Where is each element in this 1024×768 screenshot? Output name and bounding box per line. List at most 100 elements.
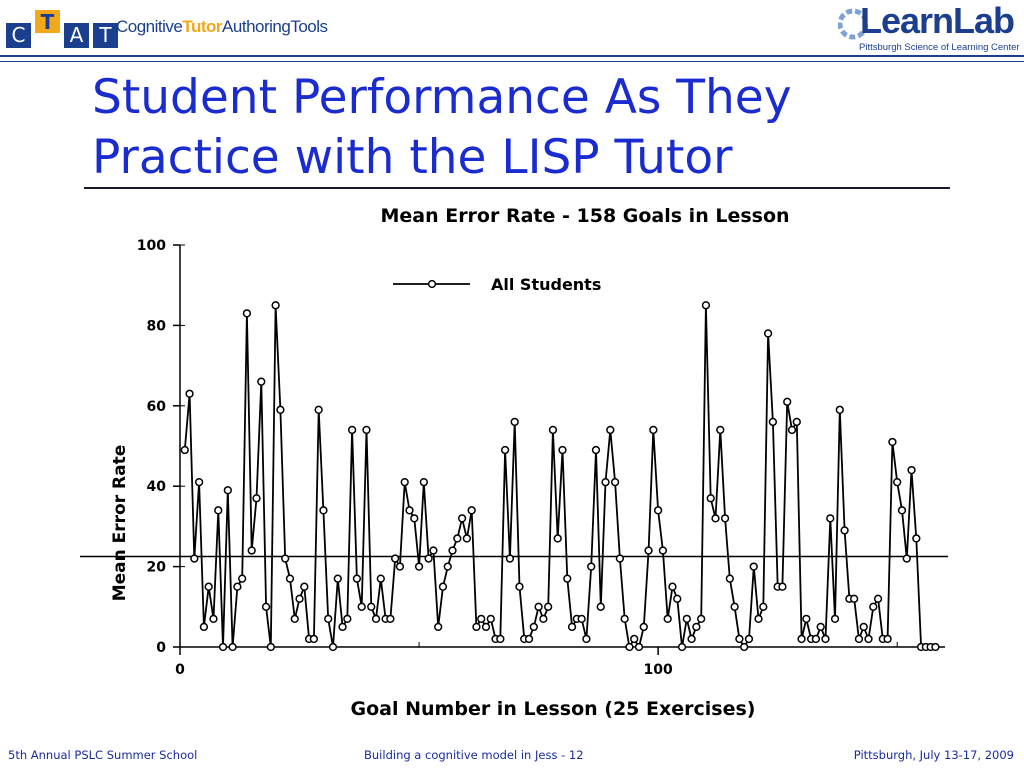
error-rate-chart: Mean Error Rate - 158 Goals in Lesson Me…: [80, 205, 948, 720]
data-point: [429, 546, 438, 555]
data-point: [453, 534, 462, 543]
data-point: [850, 594, 859, 603]
data-point: [419, 478, 428, 487]
data-point: [625, 642, 634, 652]
data-point: [802, 614, 811, 624]
data-point: [266, 642, 275, 652]
ctat-suite-part: Cognitive: [116, 17, 183, 36]
data-point: [400, 478, 409, 487]
data-point: [816, 622, 825, 632]
data-point: [548, 425, 558, 435]
data-point: [706, 494, 715, 503]
data-point: [869, 602, 878, 611]
data-point: [414, 562, 424, 571]
ctat-suite-part: AuthoringTools: [222, 17, 328, 36]
data-point: [314, 405, 323, 414]
header-divider: [0, 55, 1024, 62]
data-point: [888, 437, 897, 447]
data-point: [644, 546, 653, 555]
data-point: [668, 582, 677, 591]
data-point: [209, 614, 218, 624]
footer-slide-label: Building a cognitive model in Jess - 12: [364, 748, 584, 762]
data-point: [754, 614, 763, 624]
data-point: [309, 634, 319, 644]
data-point: [391, 554, 400, 563]
data-point: [634, 642, 644, 652]
data-point: [792, 417, 801, 427]
data-point: [343, 614, 352, 624]
data-point: [701, 301, 711, 310]
data-point: [563, 574, 572, 583]
series-layer: [180, 301, 940, 652]
data-point: [539, 614, 548, 624]
data-point: [505, 554, 515, 563]
data-point: [931, 642, 940, 652]
data-point: [371, 614, 381, 624]
data-point: [907, 465, 916, 475]
data-point: [333, 574, 342, 583]
data-point: [405, 506, 414, 515]
learnlab-wordmark: LearnLab: [860, 0, 1015, 41]
data-point: [515, 582, 524, 591]
data-point: [180, 445, 189, 455]
data-point: [362, 425, 371, 435]
data-point: [357, 602, 366, 611]
x-axis-label: Goal Number in Lesson (25 Exercises): [351, 698, 756, 720]
data-point: [534, 602, 543, 611]
data-point: [276, 405, 285, 414]
data-point: [763, 329, 773, 338]
data-point: [338, 622, 347, 632]
learnlab-emblem-icon: [838, 8, 868, 40]
data-point: [347, 425, 357, 435]
data-point: [472, 622, 481, 632]
data-point: [749, 562, 758, 571]
data-point: [290, 614, 299, 624]
data-point: [386, 614, 395, 624]
data-point: [247, 546, 256, 555]
data-point: [577, 614, 586, 624]
data-point: [658, 546, 668, 555]
data-point: [821, 634, 830, 644]
data-point: [902, 554, 911, 563]
data-point: [653, 506, 663, 515]
data-point: [257, 377, 266, 386]
data-point: [596, 602, 605, 611]
data-point: [228, 642, 237, 652]
data-point: [477, 614, 486, 624]
data-point: [811, 634, 821, 644]
data-point: [185, 389, 194, 398]
data-point: [295, 594, 304, 603]
data-point: [223, 486, 232, 495]
data-point: [261, 602, 271, 611]
chart-axes: [179, 245, 945, 648]
data-point: [725, 574, 734, 583]
data-point: [510, 417, 519, 427]
data-point: [759, 602, 768, 611]
y-tick-label: 20: [147, 560, 167, 576]
chart-title: Mean Error Rate - 158 Goals in Lesson: [380, 205, 789, 227]
data-point: [438, 582, 448, 591]
data-point: [883, 634, 892, 644]
ctat-letter: C: [6, 23, 31, 48]
data-point: [797, 634, 806, 644]
data-point: [720, 514, 730, 523]
data-point: [300, 582, 309, 591]
data-point: [673, 594, 682, 603]
data-point: [285, 574, 295, 583]
data-point: [481, 622, 491, 632]
data-point: [367, 602, 376, 611]
data-point: [352, 574, 362, 583]
data-point: [190, 554, 199, 563]
data-point: [835, 405, 844, 414]
ctat-suite-part: Tutor: [182, 17, 223, 36]
data-point: [682, 614, 691, 624]
data-point: [218, 642, 228, 652]
data-point: [912, 534, 921, 543]
data-point: [271, 301, 280, 310]
data-point: [663, 614, 672, 624]
data-point: [864, 634, 873, 644]
data-point: [434, 622, 443, 632]
data-point: [395, 562, 405, 571]
data-point: [443, 562, 452, 571]
y-axis-label: Mean Error Rate: [110, 445, 130, 602]
